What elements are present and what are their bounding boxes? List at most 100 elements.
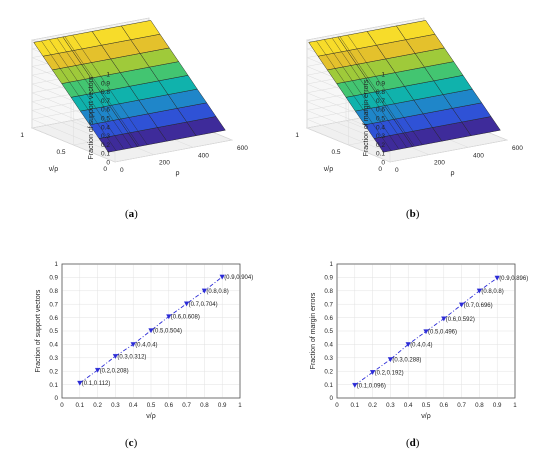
- chart-c-data-point: [219, 274, 225, 280]
- caption-d: (d): [406, 437, 420, 449]
- chart-b-y-tick-label: 0: [378, 166, 382, 173]
- chart-c-data-label: (0.4,0.4): [135, 343, 157, 349]
- chart-b-mesh-line: [331, 37, 407, 148]
- chart-d-x-tick-label: 0.4: [404, 402, 413, 409]
- chart-a-z-tick-label: 0.6: [101, 107, 110, 114]
- chart-d-data-label: (0.6,0.592): [446, 317, 475, 323]
- chart-a-z-tick-label: 0.7: [101, 98, 110, 105]
- chart-b-x-tick-label: 0: [395, 167, 399, 174]
- chart-b-z-tick-label: 0.6: [376, 107, 385, 114]
- chart-b-x-tick-label: 600: [512, 145, 523, 152]
- chart-c-data-label: (0.7,0.704): [189, 302, 218, 308]
- chart-panel-b: 0 0.1 0.2 0.3 0.4 0.5 0.6 0.7 0.8 0.9 1 0 0.5 1 0 200 40…: [275, 0, 550, 200]
- chart-d-data-label: (0.2,0.192): [375, 370, 404, 376]
- chart-c-data-point: [183, 301, 190, 307]
- chart-b-y-tick-label: 0.5: [331, 149, 340, 156]
- chart-b-z-tick-label: 0.3: [376, 133, 385, 140]
- chart-d-data-point: [458, 302, 465, 308]
- chart-a-y-tick-label: 0.5: [56, 149, 65, 156]
- chart-d-series-line: [354, 277, 498, 386]
- caption-b: (b): [406, 208, 420, 220]
- chart-a-z-tick-label: 0.5: [101, 116, 110, 123]
- chart-c-x-tick-label: 0: [60, 402, 64, 409]
- chart-c-x-tick-label: 0.3: [111, 402, 120, 409]
- chart-a-y-axis-label: ν/ρ: [49, 166, 58, 173]
- chart-d-data-label: (0.5,0.496): [428, 330, 457, 336]
- chart-c-x-tick-label: 0.1: [75, 402, 84, 409]
- chart-a-mesh-line: [72, 35, 148, 145]
- chart-b-y-axis-label: ν/ρ: [324, 166, 333, 173]
- chart-d-x-tick-label: 0.2: [368, 402, 377, 409]
- chart-d-x-tick-label: 0.1: [350, 402, 359, 409]
- caption-d-letter: d: [409, 437, 416, 449]
- chart-panel-c: 0 0.1 0.2 0.3 0.4 0.5 0.6 0.7 0.8 0.9 1 0 0.1 0.2 0.3 0…: [0, 228, 275, 423]
- chart-a-z-tick-label: 1: [106, 72, 110, 79]
- chart-b-x-axis-label: ρ: [451, 170, 455, 177]
- chart-a-mesh-line: [49, 39, 125, 150]
- chart-c-data-label: (0.6,0.608): [171, 315, 200, 321]
- chart-c-y-tick-label: 0.5: [49, 328, 58, 335]
- chart-b-z-tick-label: 0.2: [376, 142, 385, 149]
- chart-c-x-axis-label: ν/ρ: [146, 413, 155, 420]
- chart-d-y-axis-label: Fraction of margin errors: [310, 292, 317, 369]
- chart-c-data-point: [77, 380, 83, 386]
- chart-d-data-point: [369, 370, 376, 375]
- chart-c-data-label: (0.1,0.112): [82, 381, 111, 387]
- chart-d-data-label: (0.1,0.096): [357, 383, 386, 389]
- chart-b-x-tick-label: 400: [473, 152, 484, 159]
- chart-c-x-tick-label: 0.4: [129, 402, 138, 409]
- chart-c-y-tick-label: 0.8: [49, 288, 58, 295]
- chart-d-data-point: [476, 288, 483, 294]
- chart-a-x-axis-label: ρ: [176, 170, 180, 177]
- chart-c-data-label: (0.9,0.904): [224, 275, 253, 281]
- chart-d-x-tick-label: 0: [335, 402, 339, 409]
- chart-b-mesh-line: [339, 36, 415, 147]
- chart-d-x-tick-label: 0.8: [475, 402, 484, 409]
- chart-b-z-tick-label: 0.5: [376, 116, 385, 123]
- chart-c-x-tick-label: 1: [238, 402, 242, 409]
- chart-c-y-tick-label: 0.6: [49, 315, 58, 322]
- chart-d-x-tick-label: 0.9: [493, 402, 502, 409]
- chart-c-plot-border: [61, 263, 241, 399]
- caption-c-letter: c: [128, 437, 134, 449]
- chart-c-data-label: (0.8,0.8): [206, 289, 228, 295]
- chart-a-z-tick-label: 0.9: [101, 80, 110, 87]
- chart-b-mesh-line: [316, 40, 392, 151]
- chart-a-z-tick-label: 0.2: [101, 142, 110, 149]
- chart-b-z-tick-label: 0: [381, 160, 385, 167]
- chart-b-z-axis-label: Fraction of margin errors: [363, 79, 370, 156]
- chart-d-y-tick-label: 0.9: [324, 275, 333, 282]
- chart-c-data-point: [112, 354, 119, 359]
- chart-b-z-tick-label: 0.1: [376, 151, 385, 158]
- chart-d-data-point: [352, 382, 358, 388]
- chart-panel-a: 0 0.1 0.2 0.3 0.4 0.5 0.6 0.7 0.8 0.9 1 0 0.5 1 0 200 40…: [0, 0, 275, 200]
- caption-a: (a): [125, 208, 138, 220]
- chart-a-z-tick-label: 0.8: [101, 89, 110, 96]
- chart-a-x-tick-label: 600: [237, 145, 248, 152]
- chart-c-x-tick-label: 0.6: [164, 402, 173, 409]
- chart-c-data-point: [201, 288, 208, 294]
- chart-d-data-label: (0.4,0.4): [410, 343, 432, 349]
- chart-b-z-tick-label: 0.7: [376, 98, 385, 105]
- chart-a-x-tick-label: 400: [198, 152, 209, 159]
- chart-d-y-tick-label: 0: [330, 395, 334, 402]
- chart-d-y-tick-label: 0.2: [324, 368, 333, 375]
- chart-c-x-tick-label: 0.5: [147, 402, 156, 409]
- chart-d-data-label: (0.7,0.696): [464, 303, 493, 309]
- chart-d-data-label: (0.8,0.8): [481, 289, 503, 295]
- chart-d-plot-border: [336, 263, 516, 399]
- chart-d-data-label: (0.9,0.896): [499, 276, 528, 282]
- chart-d-x-tick-label: 0.7: [457, 402, 466, 409]
- chart-b-mesh-line: [347, 35, 423, 145]
- chart-d-data-point: [405, 342, 411, 348]
- chart-c-y-tick-label: 0.3: [49, 355, 58, 362]
- chart-c-x-tick-label: 0.9: [218, 402, 227, 409]
- chart-panel-d: 0 0.1 0.2 0.3 0.4 0.5 0.6 0.7 0.8 0.9 1 0 0.1 0.2 0.3 0…: [275, 228, 550, 423]
- chart-a-surface-cell: [121, 20, 161, 40]
- caption-c: (c): [125, 437, 138, 449]
- chart-b-mesh-line: [324, 39, 400, 150]
- chart-d-y-tick-label: 0.5: [324, 328, 333, 335]
- caption-b-letter: b: [409, 208, 416, 220]
- chart-c-data-label: (0.5,0.504): [153, 329, 182, 335]
- chart-a-mesh-line: [41, 40, 117, 151]
